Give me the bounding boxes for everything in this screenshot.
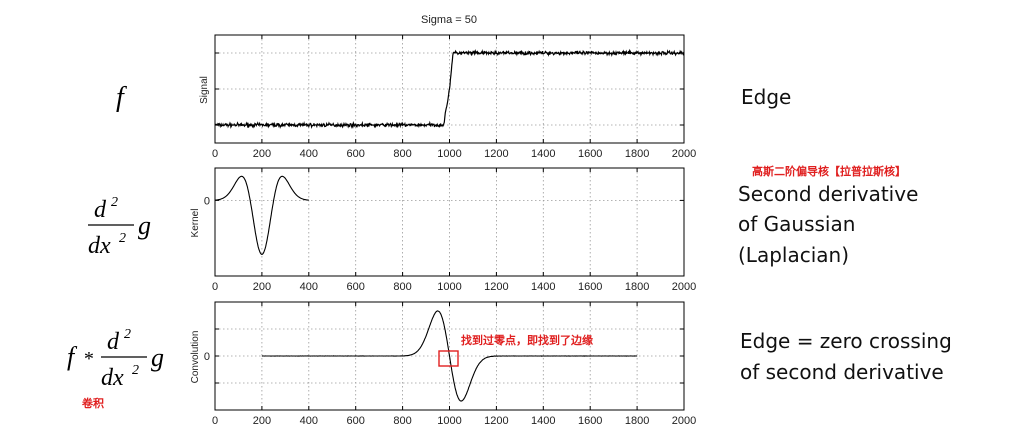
formula-denominator-dx: dx <box>88 233 111 259</box>
formula-conv-numerator-d: d <box>107 329 120 355</box>
x-tick-label: 1600 <box>578 281 602 293</box>
zero-crossing-cn-label: 找到过零点，即找到了边缘 <box>461 333 593 347</box>
chart-title: Sigma = 50 <box>421 14 477 26</box>
x-tick-label: 1400 <box>531 148 555 160</box>
desc-second-line2: of Gaussian <box>738 212 855 236</box>
y-tick-label: 0 <box>204 351 210 363</box>
x-tick-label: 400 <box>300 415 318 427</box>
x-tick-label: 0 <box>212 148 218 160</box>
convolution-plot: 0 200 400 600 800 1000 1200 1400 1600 1800 2000 0 <box>204 301 696 427</box>
x-tick-label: 1200 <box>484 148 508 160</box>
x-tick-label: 1600 <box>578 415 602 427</box>
kernel-ylabel: Kernel <box>190 209 201 238</box>
x-tick-label: 0 <box>212 281 218 293</box>
x-tick-label: 2000 <box>672 148 696 160</box>
x-tick-label: 1000 <box>437 415 461 427</box>
formula-conv-star: * <box>83 348 93 370</box>
desc-conv-line2: of second derivative <box>740 360 944 384</box>
signal-series-line <box>214 48 685 130</box>
x-tick-label: 1200 <box>484 281 508 293</box>
formula-second-derivative: d 2 dx 2 g <box>88 195 151 259</box>
formula-conv-denominator-power: 2 <box>132 363 139 378</box>
x-tick-label: 200 <box>253 281 271 293</box>
desc-conv-line1: Edge = zero crossing <box>740 329 952 353</box>
formula-conv-numerator-power: 2 <box>124 327 131 342</box>
zero-crossing-highlight-box <box>438 350 459 367</box>
convolution-series-line <box>261 310 638 402</box>
x-tick-label: 1600 <box>578 148 602 160</box>
formula-numerator-power: 2 <box>111 195 118 210</box>
x-tick-label: 2000 <box>672 415 696 427</box>
x-tick-label: 400 <box>300 148 318 160</box>
kernel-series-line <box>215 175 309 255</box>
x-tick-label: 800 <box>393 281 411 293</box>
desc-edge: Edge <box>741 85 791 109</box>
x-tick-label: 1000 <box>437 148 461 160</box>
desc-second-line1: Second derivative <box>738 182 918 206</box>
formula-conv-g: g <box>151 343 164 372</box>
formula-conv-f: f <box>67 342 78 371</box>
convolution-cn-label: 卷积 <box>81 396 104 410</box>
kernel-plot: 0 200 400 600 800 1000 1200 1400 1600 1800 2000 0 <box>204 167 696 293</box>
x-tick-label: 0 <box>212 415 218 427</box>
x-tick-label: 1800 <box>625 415 649 427</box>
x-tick-label: 1800 <box>625 148 649 160</box>
x-tick-label: 800 <box>393 148 411 160</box>
x-tick-label: 600 <box>347 281 365 293</box>
x-tick-label: 1000 <box>437 281 461 293</box>
x-tick-label: 200 <box>253 415 271 427</box>
x-tick-label: 1400 <box>531 281 555 293</box>
x-tick-label: 1800 <box>625 281 649 293</box>
formula-convolution: f * d 2 dx 2 g <box>67 327 164 391</box>
x-tick-label: 2000 <box>672 281 696 293</box>
x-tick-label: 600 <box>347 148 365 160</box>
x-tick-label: 400 <box>300 281 318 293</box>
formula-conv-denominator-dx: dx <box>101 365 124 391</box>
signal-plot: 0 200 400 600 800 1000 1200 1400 1600 1800 2000 <box>212 34 696 160</box>
formula-denominator-power: 2 <box>119 231 126 246</box>
x-tick-label: 600 <box>347 415 365 427</box>
x-tick-label: 1200 <box>484 415 508 427</box>
y-tick-label: 0 <box>204 195 210 207</box>
x-tick-label: 800 <box>393 415 411 427</box>
formula-g: g <box>138 211 151 240</box>
signal-ylabel: Signal <box>199 76 210 104</box>
laplacian-cn-label: 高斯二阶偏导核【拉普拉斯核】 <box>752 164 906 178</box>
formula-f: f <box>116 82 127 113</box>
x-tick-label: 200 <box>253 148 271 160</box>
desc-second-line3: (Laplacian) <box>738 243 849 267</box>
formula-numerator-d: d <box>94 197 107 223</box>
x-tick-label: 1400 <box>531 415 555 427</box>
convolution-ylabel: Convolution <box>190 331 201 384</box>
